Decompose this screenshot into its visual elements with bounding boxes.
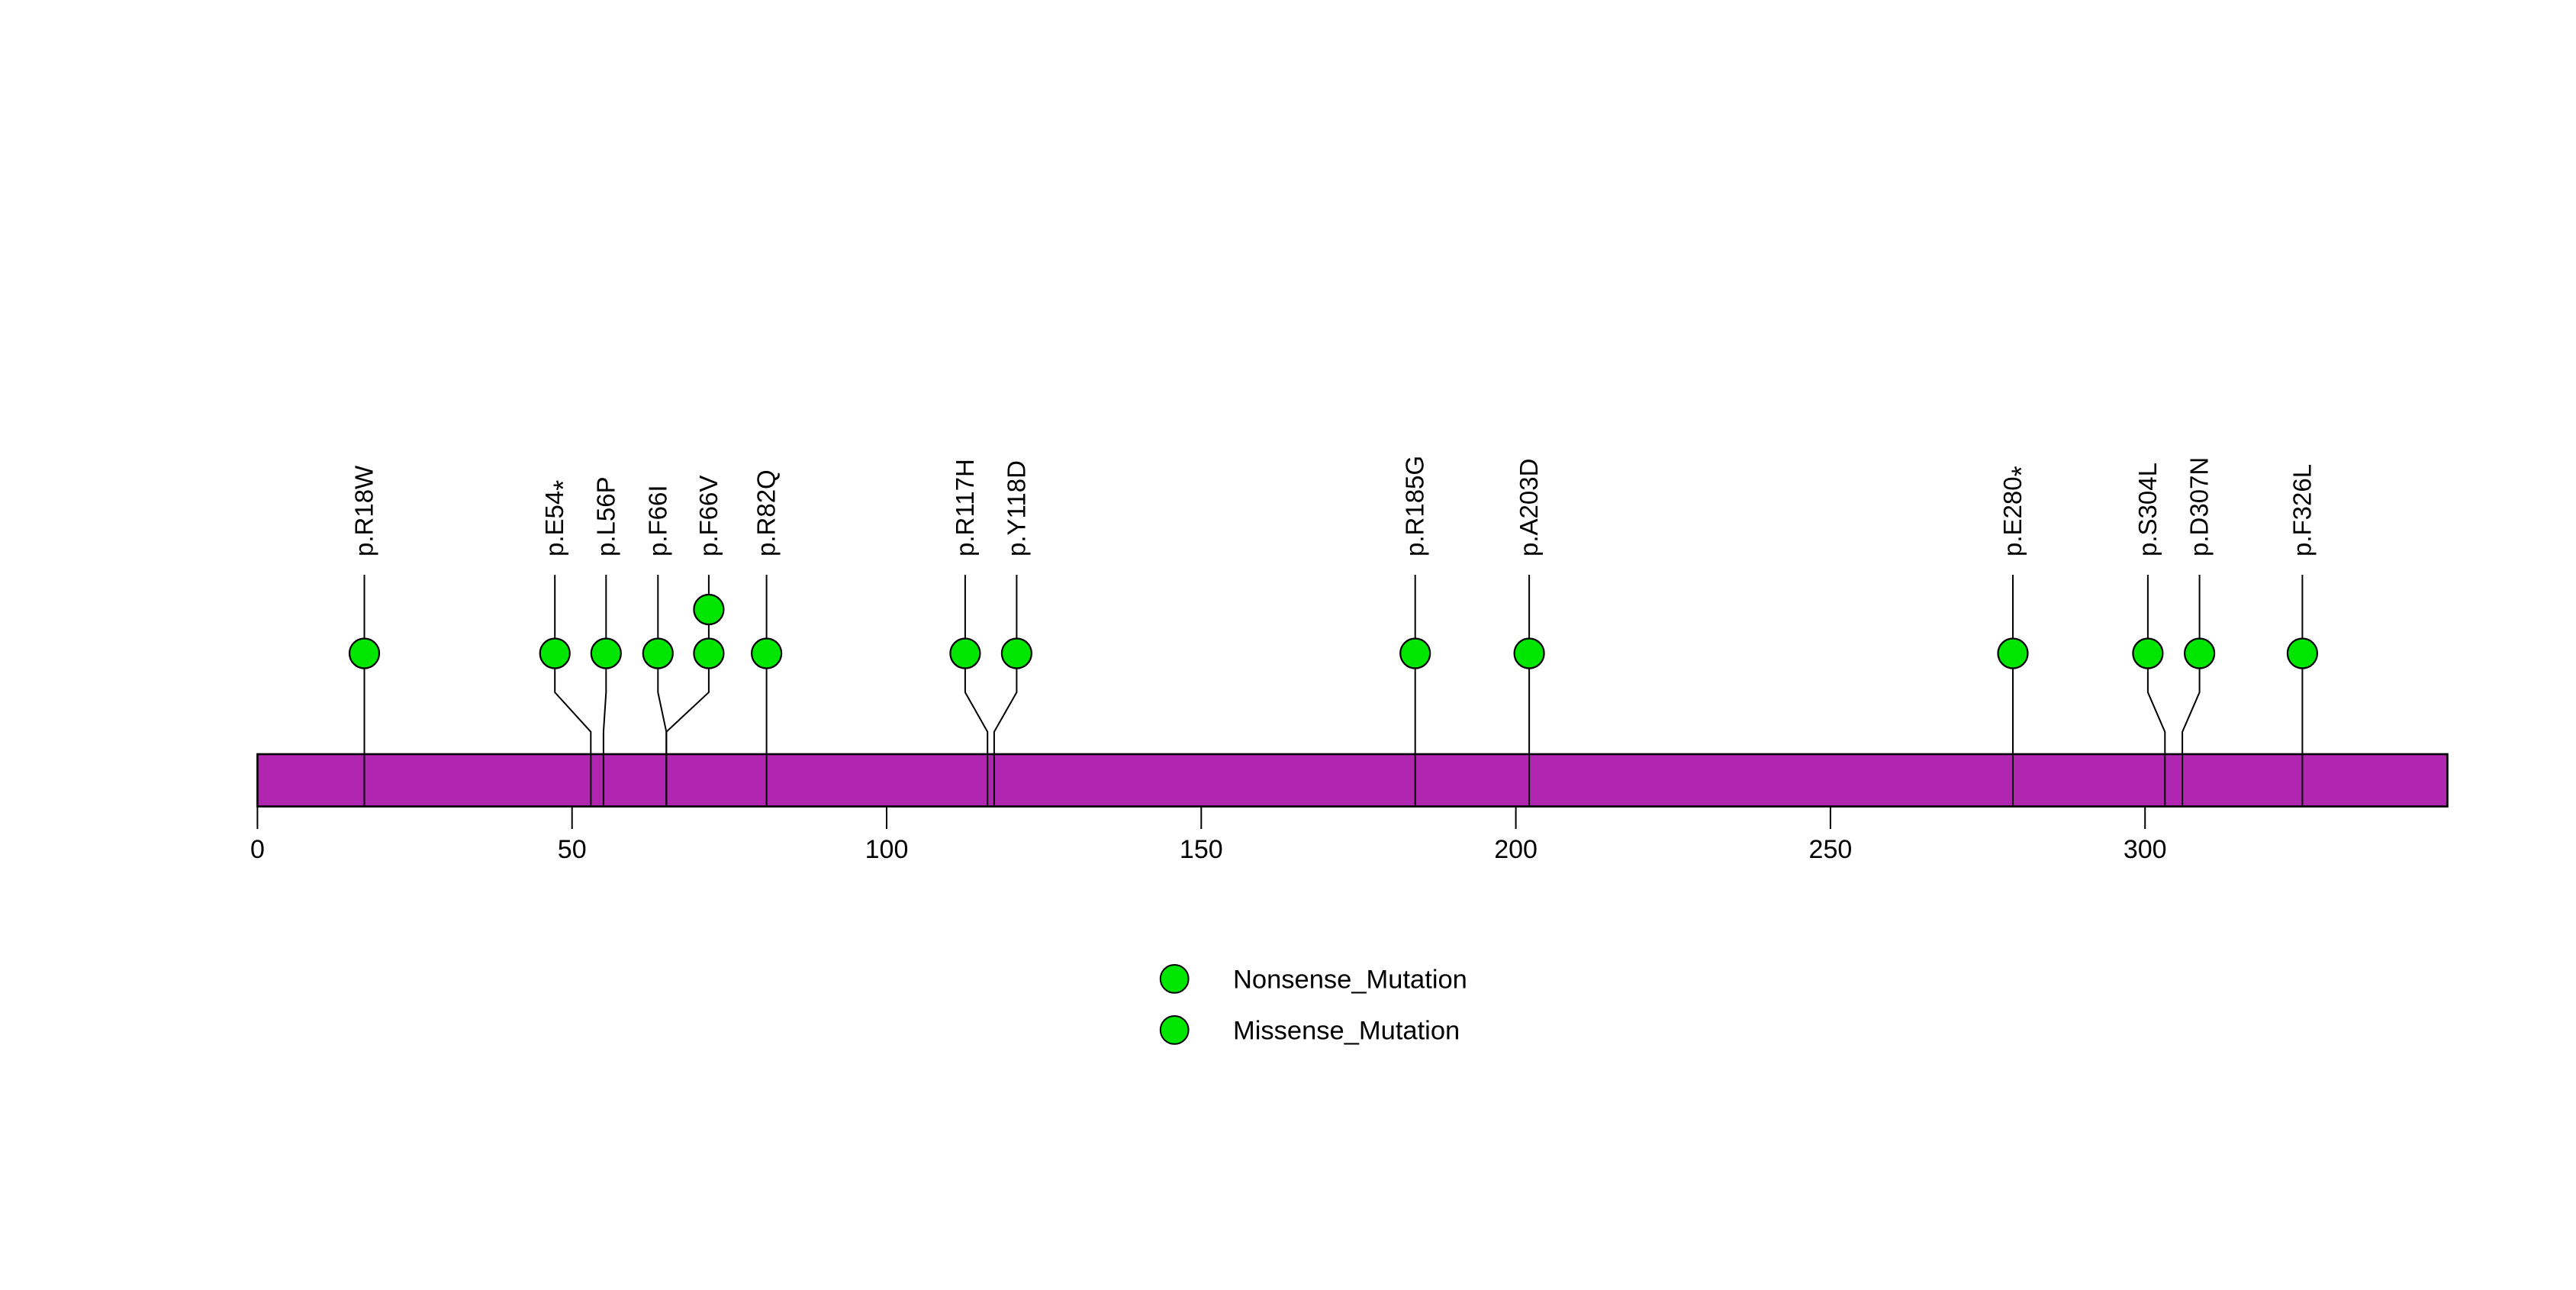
svg-text:p.F326L: p.F326L xyxy=(2288,464,2316,556)
svg-text:p.R18W: p.R18W xyxy=(350,465,378,556)
svg-text:p.D307N: p.D307N xyxy=(2185,457,2214,556)
svg-text:50: 50 xyxy=(558,835,587,864)
svg-text:p.Y118D: p.Y118D xyxy=(1002,460,1030,556)
svg-text:p.A203D: p.A203D xyxy=(1515,459,1543,556)
svg-text:p.S304L: p.S304L xyxy=(2133,463,2162,556)
svg-text:p.R185G: p.R185G xyxy=(1401,456,1429,556)
svg-text:300: 300 xyxy=(2124,835,2167,864)
svg-text:p.R117H: p.R117H xyxy=(951,459,979,556)
svg-text:150: 150 xyxy=(1180,835,1223,864)
svg-text:Nonsense_Mutation: Nonsense_Mutation xyxy=(1233,966,1467,995)
svg-text:p.R82Q: p.R82Q xyxy=(752,469,781,556)
svg-text:0: 0 xyxy=(250,835,265,864)
svg-text:200: 200 xyxy=(1494,835,1538,864)
svg-text:p.F66V: p.F66V xyxy=(694,476,723,556)
svg-text:p.L56P: p.L56P xyxy=(591,476,620,556)
svg-text:p.F66I: p.F66I xyxy=(643,485,671,556)
svg-text:250: 250 xyxy=(1809,835,1853,864)
svg-text:Missense_Mutation: Missense_Mutation xyxy=(1233,1017,1460,1046)
svg-text:100: 100 xyxy=(865,835,909,864)
